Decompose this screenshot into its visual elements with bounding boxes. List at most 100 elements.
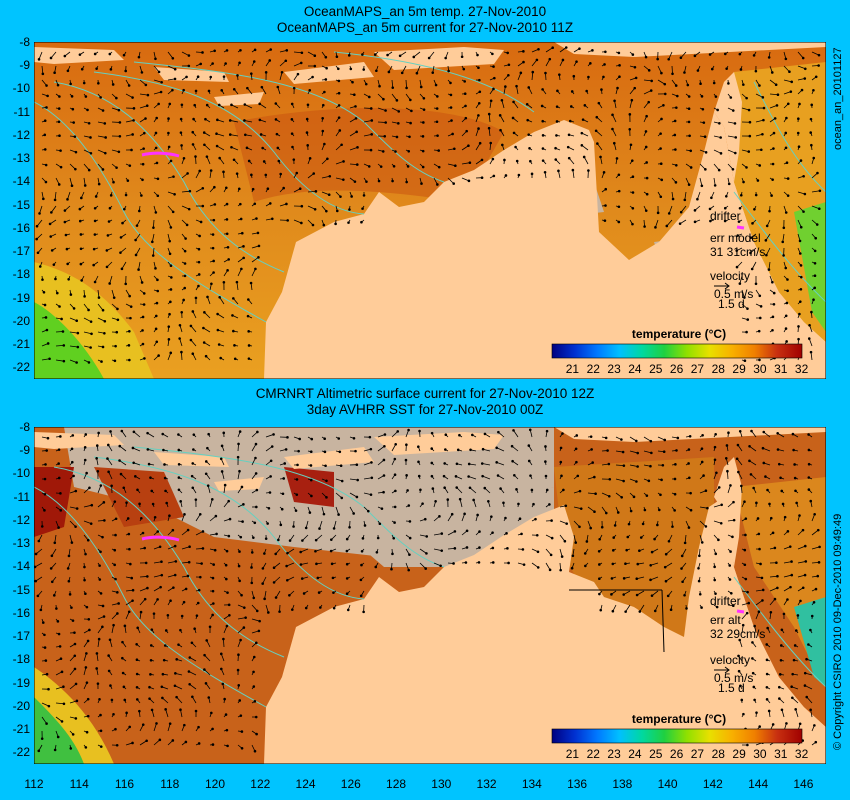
- current-vector: [401, 65, 407, 74]
- current-vector-head: [743, 359, 747, 363]
- current-vector-head: [135, 658, 139, 662]
- current-vector-head: [714, 95, 718, 98]
- current-vector-head: [41, 278, 44, 281]
- current-vector-head: [436, 183, 439, 186]
- current-vector-head: [207, 89, 211, 93]
- current-vector-head: [517, 502, 520, 506]
- current-vector-head: [362, 194, 366, 197]
- current-vector-head: [674, 181, 678, 184]
- land-island-6: [214, 477, 264, 491]
- current-vector-head: [220, 89, 224, 92]
- current-vector-head: [405, 474, 408, 477]
- current-vector-head: [618, 64, 621, 67]
- current-vector-head: [208, 625, 212, 629]
- current-vector-head: [504, 85, 507, 88]
- current-vector-head: [809, 708, 812, 712]
- current-vector-head: [121, 221, 124, 225]
- current-vector-head: [238, 61, 241, 65]
- legend-err-label: err model: [710, 231, 761, 245]
- current-vector-head: [315, 562, 318, 566]
- current-vector: [636, 590, 645, 596]
- current-vector-head: [421, 149, 425, 153]
- current-vector-head: [154, 267, 157, 270]
- current-vector-head: [222, 170, 225, 174]
- current-vector: [377, 107, 386, 111]
- current-vector-head: [398, 54, 402, 58]
- current-vector-head: [43, 646, 47, 649]
- current-vector-head: [170, 276, 173, 279]
- current-vector-head: [36, 594, 40, 598]
- current-vector: [51, 548, 57, 556]
- current-vector-head: [410, 109, 413, 113]
- colorbar-tick-label: 22: [587, 362, 601, 376]
- current-vector-head: [169, 351, 173, 355]
- current-vector-head: [781, 240, 785, 244]
- current-vector-head: [375, 550, 379, 554]
- current-vector-head: [743, 500, 746, 503]
- current-vector-head: [731, 109, 735, 112]
- current-vector-head: [85, 605, 89, 609]
- current-vector: [335, 161, 344, 165]
- current-vector-head: [103, 122, 107, 125]
- current-vector-head: [771, 328, 774, 332]
- current-vector-head: [249, 281, 253, 285]
- current-vector-head: [239, 535, 243, 539]
- current-vector-head: [675, 449, 678, 452]
- current-vector-head: [659, 132, 662, 135]
- current-vector-head: [674, 148, 677, 151]
- current-vector-head: [53, 541, 57, 545]
- current-vector-head: [43, 633, 46, 637]
- current-vector-head: [192, 117, 195, 121]
- current-vector-head: [797, 325, 800, 328]
- current-vector-head: [512, 429, 515, 432]
- current-vector-head: [188, 545, 191, 549]
- current-vector-head: [624, 562, 627, 566]
- current-vector-head: [809, 499, 813, 503]
- current-vector-head: [392, 164, 396, 168]
- current-vector-head: [82, 81, 86, 85]
- current-vector-head: [455, 462, 459, 466]
- current-vector: [121, 261, 127, 270]
- current-vector-head: [115, 166, 118, 169]
- current-vector-head: [294, 509, 298, 512]
- current-vector-head: [140, 516, 143, 520]
- lon-tick-label: 138: [612, 777, 633, 791]
- current-vector-head: [116, 307, 119, 311]
- current-vector: [293, 219, 302, 224]
- current-vector-head: [603, 63, 606, 66]
- current-vector-head: [324, 78, 328, 81]
- current-vector-head: [131, 133, 134, 136]
- current-vector-head: [331, 576, 335, 580]
- current-vector-head: [738, 206, 742, 210]
- current-vector-head: [243, 103, 247, 106]
- current-vector-head: [123, 624, 127, 628]
- current-vector-head: [319, 606, 322, 609]
- current-vector-head: [633, 86, 637, 90]
- current-vector-head: [85, 681, 89, 684]
- current-vector-head: [277, 159, 281, 163]
- current-vector: [181, 529, 189, 536]
- current-vector: [763, 431, 771, 438]
- current-vector-head: [345, 549, 349, 553]
- current-vector: [795, 709, 799, 718]
- current-vector-head: [386, 53, 389, 57]
- current-vector-head: [674, 163, 678, 167]
- current-vector-head: [83, 184, 87, 187]
- current-vector-head: [759, 148, 763, 152]
- current-vector-head: [771, 531, 775, 535]
- lon-tick-label: 114: [69, 777, 89, 791]
- current-vector-head: [790, 573, 794, 577]
- current-vector-head: [74, 167, 77, 171]
- current-vector-head: [217, 343, 221, 346]
- current-vector-head: [230, 145, 233, 149]
- current-vector-head: [764, 475, 767, 478]
- current-vector: [531, 59, 538, 67]
- colorbar-tick-label: 24: [628, 747, 642, 761]
- current-vector-head: [447, 69, 450, 73]
- lon-tick-label: 118: [160, 777, 180, 791]
- current-vector-head: [360, 220, 363, 224]
- current-vector-head: [337, 79, 341, 83]
- current-vector: [545, 562, 551, 571]
- current-vector-head: [481, 474, 484, 478]
- current-vector-head: [227, 499, 230, 503]
